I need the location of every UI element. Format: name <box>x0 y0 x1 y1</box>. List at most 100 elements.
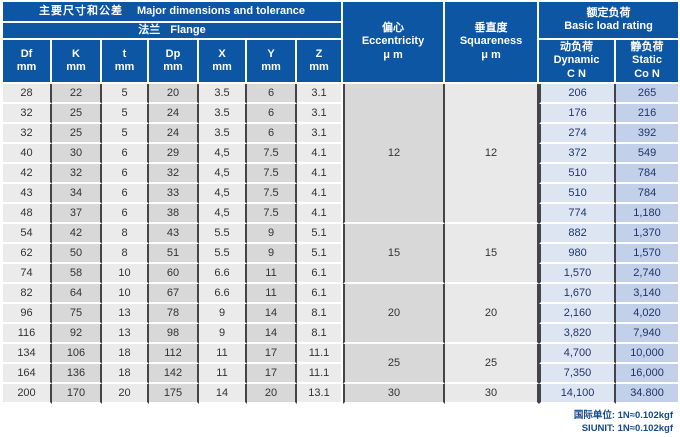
flange-zh: 法兰 <box>138 23 161 36</box>
cell-k: 32 <box>52 164 102 184</box>
table-row: 32 25 5 24 3.5 6 3.1 176 216 <box>3 104 679 124</box>
main-title-zh: 主要尺寸和公差 <box>38 4 123 17</box>
cell-x: 11 <box>199 344 247 364</box>
flange-en: Flange <box>170 23 206 36</box>
cell-k: 58 <box>52 264 102 284</box>
cell-k: 30 <box>52 144 102 164</box>
static-load-cell: 265 <box>616 84 679 104</box>
cell-dp: 32 <box>149 164 199 184</box>
static-load-cell: 1,180 <box>616 204 679 224</box>
cell-x: 3.5 <box>199 124 247 144</box>
cell-t: 5 <box>102 124 149 144</box>
cell-y: 6 <box>247 104 297 124</box>
squareness-cell: 15 <box>445 224 540 284</box>
cell-t: 20 <box>102 384 149 404</box>
dynamic-load-cell: 274 <box>539 124 617 144</box>
cell-dp: 112 <box>149 344 199 364</box>
cell-k: 106 <box>52 344 102 364</box>
cell-df: 54 <box>3 224 52 244</box>
cell-df: 62 <box>3 244 52 264</box>
cell-df: 74 <box>3 264 52 284</box>
cell-k: 64 <box>52 284 102 304</box>
dynamic-load-cell: 3,820 <box>539 324 617 344</box>
cell-dp: 29 <box>149 144 199 164</box>
cell-t: 5 <box>102 104 149 124</box>
table-row: 82 64 10 67 6.6 11 6.1 20 20 1,670 3,140 <box>3 284 679 344</box>
squareness-cell: 25 <box>445 344 540 384</box>
cell-t: 10 <box>102 264 149 284</box>
header-static-load: 静负荷 Static Co N <box>616 40 679 84</box>
cell-k: 37 <box>52 204 102 224</box>
cell-df: 134 <box>3 344 52 364</box>
cell-df: 43 <box>3 184 52 204</box>
cell-x: 4,5 <box>199 164 247 184</box>
footer-note-siunit: SIUNIT: 1N≈0.102kgf <box>581 423 673 435</box>
cell-z: 8.1 <box>297 324 344 344</box>
cell-z: 6.1 <box>297 284 344 304</box>
cell-z: 3.1 <box>297 124 344 144</box>
static-load-cell: 784 <box>616 184 679 204</box>
static-load-cell: 784 <box>616 164 679 184</box>
table-row: 116 92 13 98 9 14 8.1 3,820 7,940 <box>3 324 679 344</box>
header-squareness: 垂直度 Squareness μ m <box>445 2 540 84</box>
static-load-cell: 216 <box>616 104 679 124</box>
static-load-cell: 549 <box>616 144 679 164</box>
cell-y: 6 <box>247 124 297 144</box>
cell-z: 4.1 <box>297 144 344 164</box>
cell-dp: 175 <box>149 384 199 404</box>
cell-y: 14 <box>247 324 297 344</box>
static-load-cell: 392 <box>616 124 679 144</box>
eccentricity-cell: 25 <box>343 344 446 384</box>
cell-dp: 43 <box>149 224 199 244</box>
cell-k: 22 <box>52 84 102 104</box>
cell-x: 9 <box>199 304 247 324</box>
cell-y: 17 <box>247 344 297 364</box>
cell-x: 4,5 <box>199 184 247 204</box>
squareness-cell: 20 <box>445 284 540 344</box>
dynamic-load-cell: 774 <box>539 204 617 224</box>
cell-x: 14 <box>199 384 247 404</box>
cell-z: 11.1 <box>297 364 344 384</box>
cell-dp: 20 <box>149 84 199 104</box>
table-row: 48 37 6 38 4,5 7.5 4.1 774 1,180 <box>3 204 679 224</box>
cell-df: 42 <box>3 164 52 184</box>
cell-df: 116 <box>3 324 52 344</box>
cell-x: 9 <box>199 324 247 344</box>
cell-y: 9 <box>247 224 297 244</box>
cell-dp: 142 <box>149 364 199 384</box>
cell-y: 20 <box>247 384 297 404</box>
dynamic-load-cell: 2,160 <box>539 304 617 324</box>
header-col-df: Df mm <box>3 40 52 84</box>
cell-x: 6.6 <box>199 284 247 304</box>
header-eccentricity: 偏心 Eccentricity μ m <box>343 2 446 84</box>
main-title-en: Major dimensions and tolerance <box>136 4 306 17</box>
squareness-cell: 30 <box>445 384 540 404</box>
static-load-cell: 34.800 <box>616 384 679 404</box>
static-load-cell: 1,370 <box>616 224 679 244</box>
cell-dp: 33 <box>149 184 199 204</box>
cell-y: 9 <box>247 244 297 264</box>
cell-dp: 60 <box>149 264 199 284</box>
static-load-cell: 1,570 <box>616 244 679 264</box>
static-load-cell: 10,000 <box>616 344 679 364</box>
table-row: 74 58 10 60 6.6 11 6.1 1,570 2,740 <box>3 264 679 284</box>
eccentricity-cell: 30 <box>343 384 446 404</box>
cell-dp: 98 <box>149 324 199 344</box>
eccentricity-cell: 12 <box>343 84 446 224</box>
cell-x: 3.5 <box>199 104 247 124</box>
cell-t: 8 <box>102 244 149 264</box>
table-row: 96 75 13 78 9 14 8.1 2,160 4,020 <box>3 304 679 324</box>
cell-z: 8.1 <box>297 304 344 324</box>
cell-k: 136 <box>52 364 102 384</box>
header-col-t: t mm <box>102 40 149 84</box>
footer-note-intl: 国际单位: 1N≈0.102kgf <box>573 410 673 421</box>
dynamic-load-cell: 882 <box>539 224 617 244</box>
cell-t: 8 <box>102 224 149 244</box>
table-row: 32 25 5 24 3.5 6 3.1 274 392 <box>3 124 679 144</box>
table-row: 43 34 6 33 4,5 7.5 4.1 510 784 <box>3 184 679 204</box>
